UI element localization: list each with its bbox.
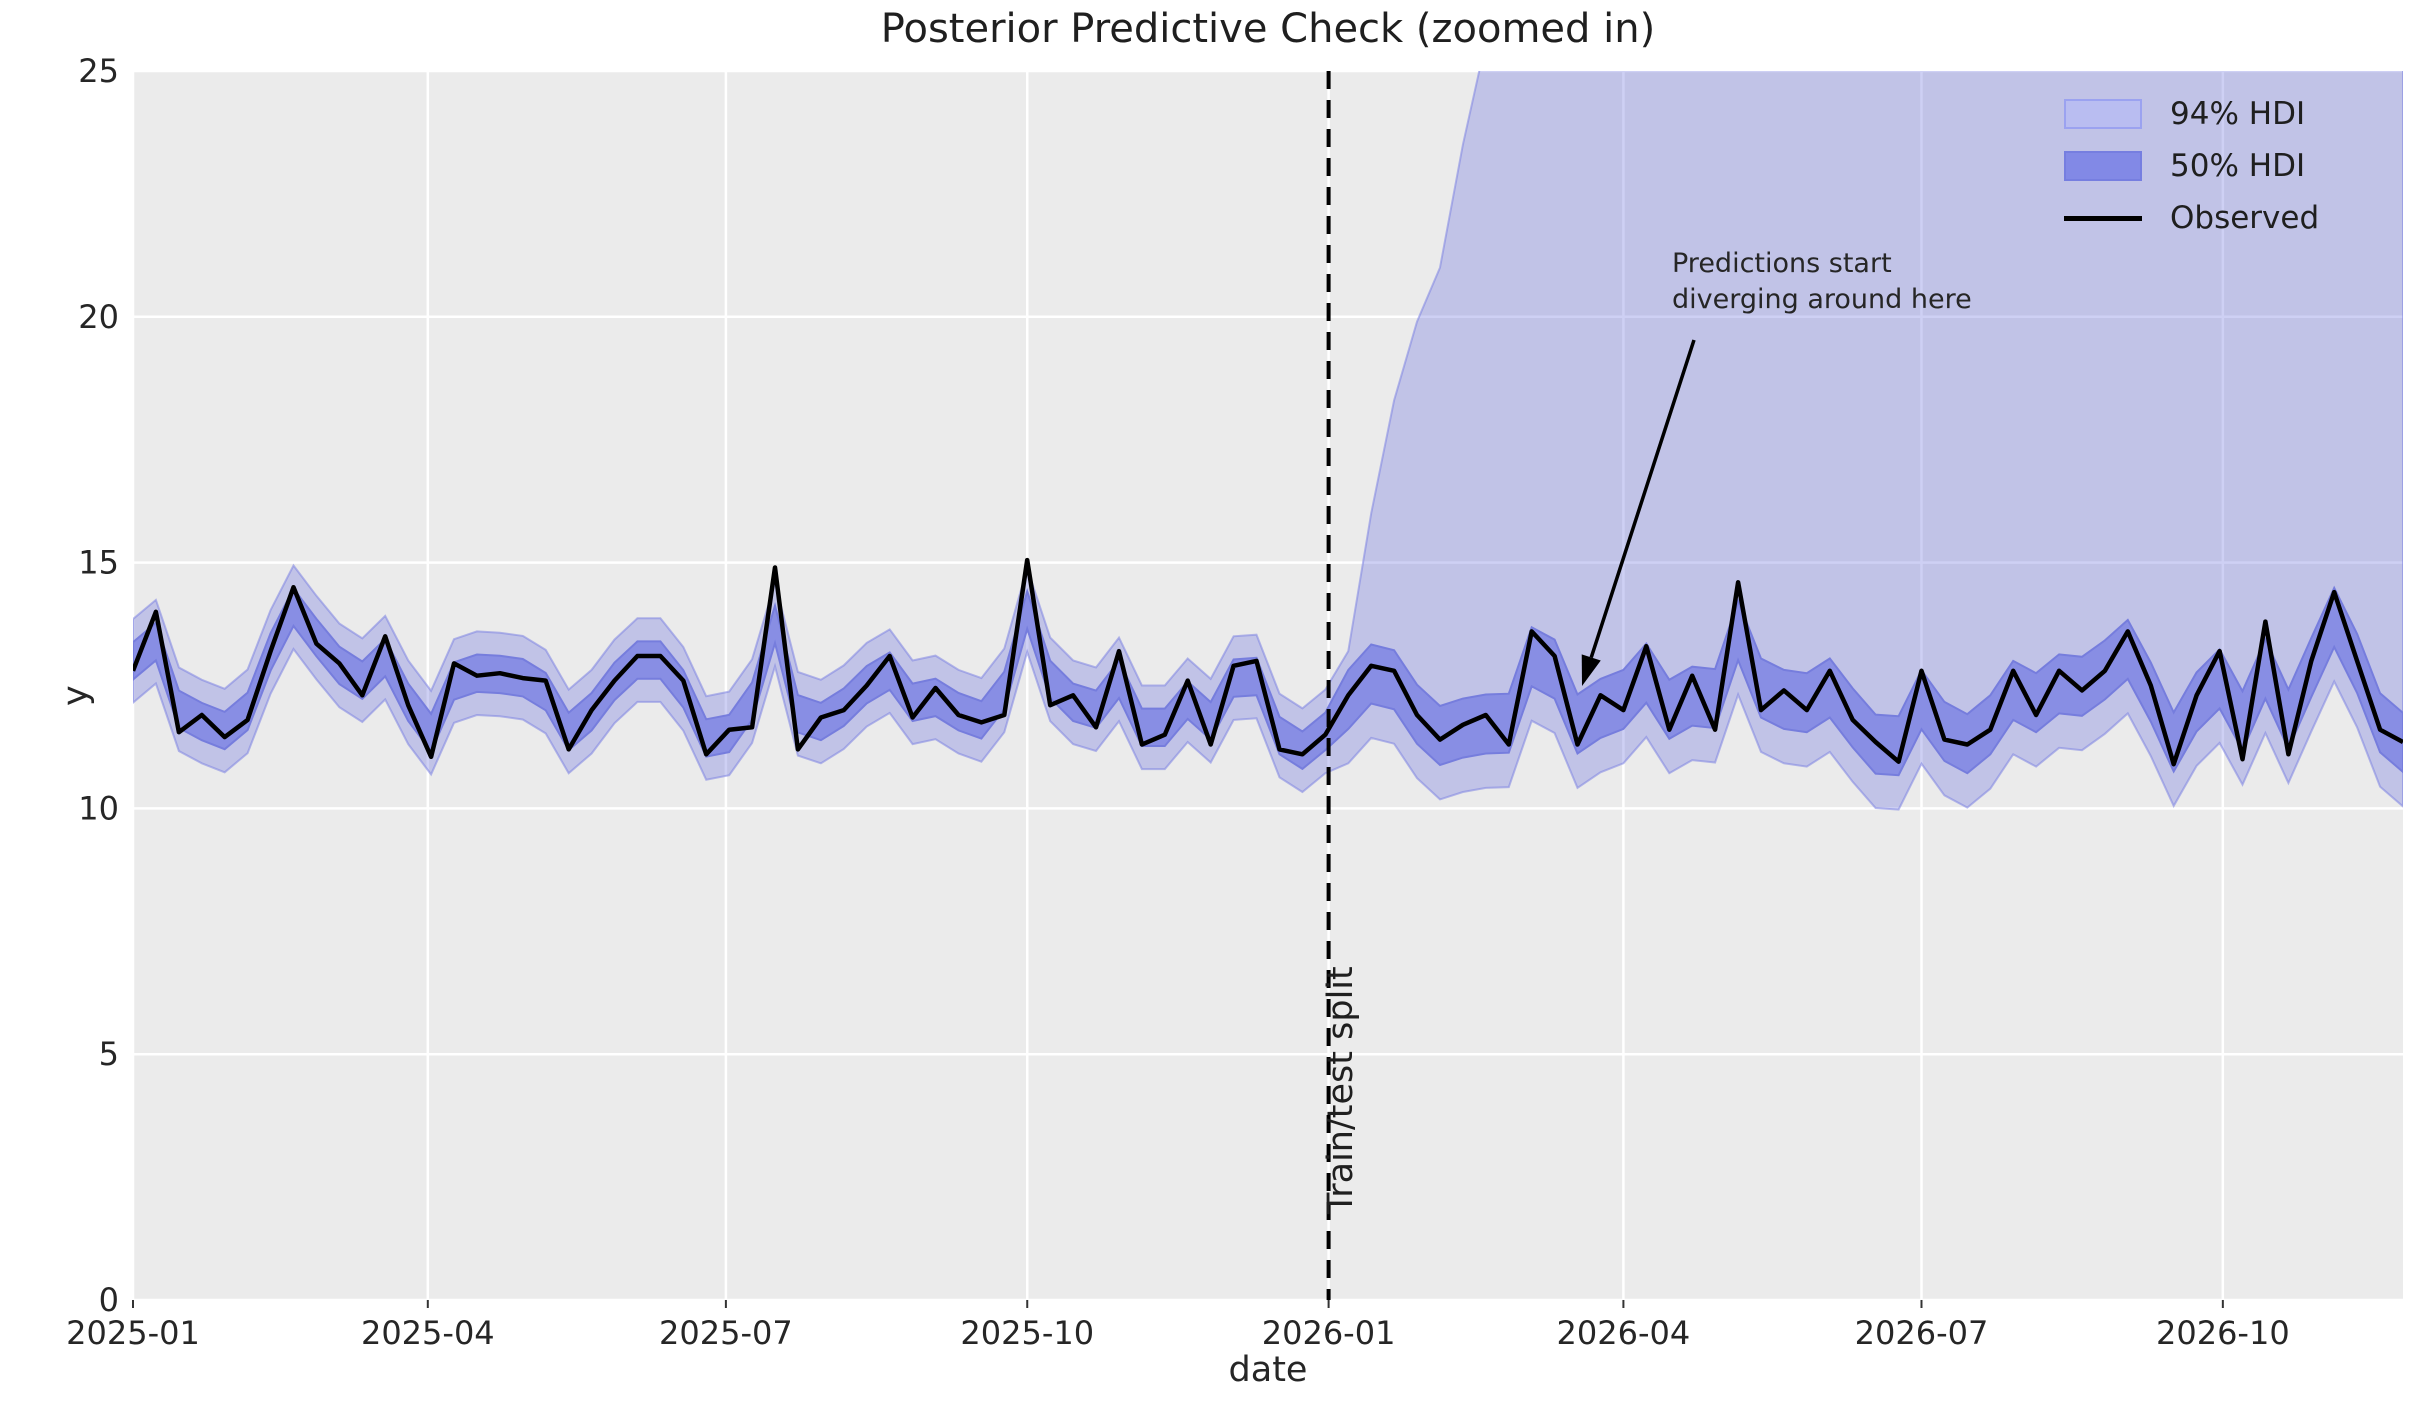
annotation-line-2: diverging around here [1672,284,1972,315]
y-tick-label: 15 [78,544,119,582]
annotation-arrow-line [1589,339,1696,658]
x-tick-label: 2025-01 [66,1314,200,1352]
y-tick-label: 20 [78,298,119,336]
legend-label-50-hdi: 50% HDI [2170,148,2306,184]
hdi-94-band [133,71,2403,811]
legend-item-94-hdi: 94% HDI [2064,96,2319,132]
observed-line-swatch-icon [2064,203,2142,233]
annotation-line-1: Predictions start [1672,248,1892,279]
annotation-text: Predictions start diverging around here [1672,246,1972,318]
y-axis-label: y [56,685,96,706]
x-tick-label: 2026-04 [1557,1314,1691,1352]
legend-item-50-hdi: 50% HDI [2064,148,2319,184]
legend-label-94-hdi: 94% HDI [2170,96,2306,132]
x-tick-label: 2025-07 [659,1314,793,1352]
train-test-split-label: Train/test split [1321,966,1361,1214]
y-tick-label: 0 [99,1281,119,1319]
x-tick-label: 2025-10 [960,1314,1094,1352]
chart-title: Posterior Predictive Check (zoomed in) [880,6,1656,52]
hdi50-swatch-icon [2064,151,2142,181]
hdi94-swatch-icon [2064,99,2142,129]
legend-item-observed: Observed [2064,200,2319,236]
y-tick-label: 5 [99,1035,119,1073]
x-tick-label: 2026-01 [1262,1314,1396,1352]
x-tick-label: 2026-07 [1855,1314,1989,1352]
y-tick-label: 25 [78,52,119,90]
legend-label-observed: Observed [2170,200,2320,236]
x-axis-label: date [1228,1350,1308,1390]
y-tick-label: 10 [78,789,119,827]
x-tick-label: 2026-10 [2156,1314,2290,1352]
legend: 94% HDI 50% HDI Observed [2064,96,2319,236]
observed-line [133,557,2403,767]
annotation-arrowhead-icon [1581,654,1601,686]
x-tick-label: 2025-04 [361,1314,495,1352]
